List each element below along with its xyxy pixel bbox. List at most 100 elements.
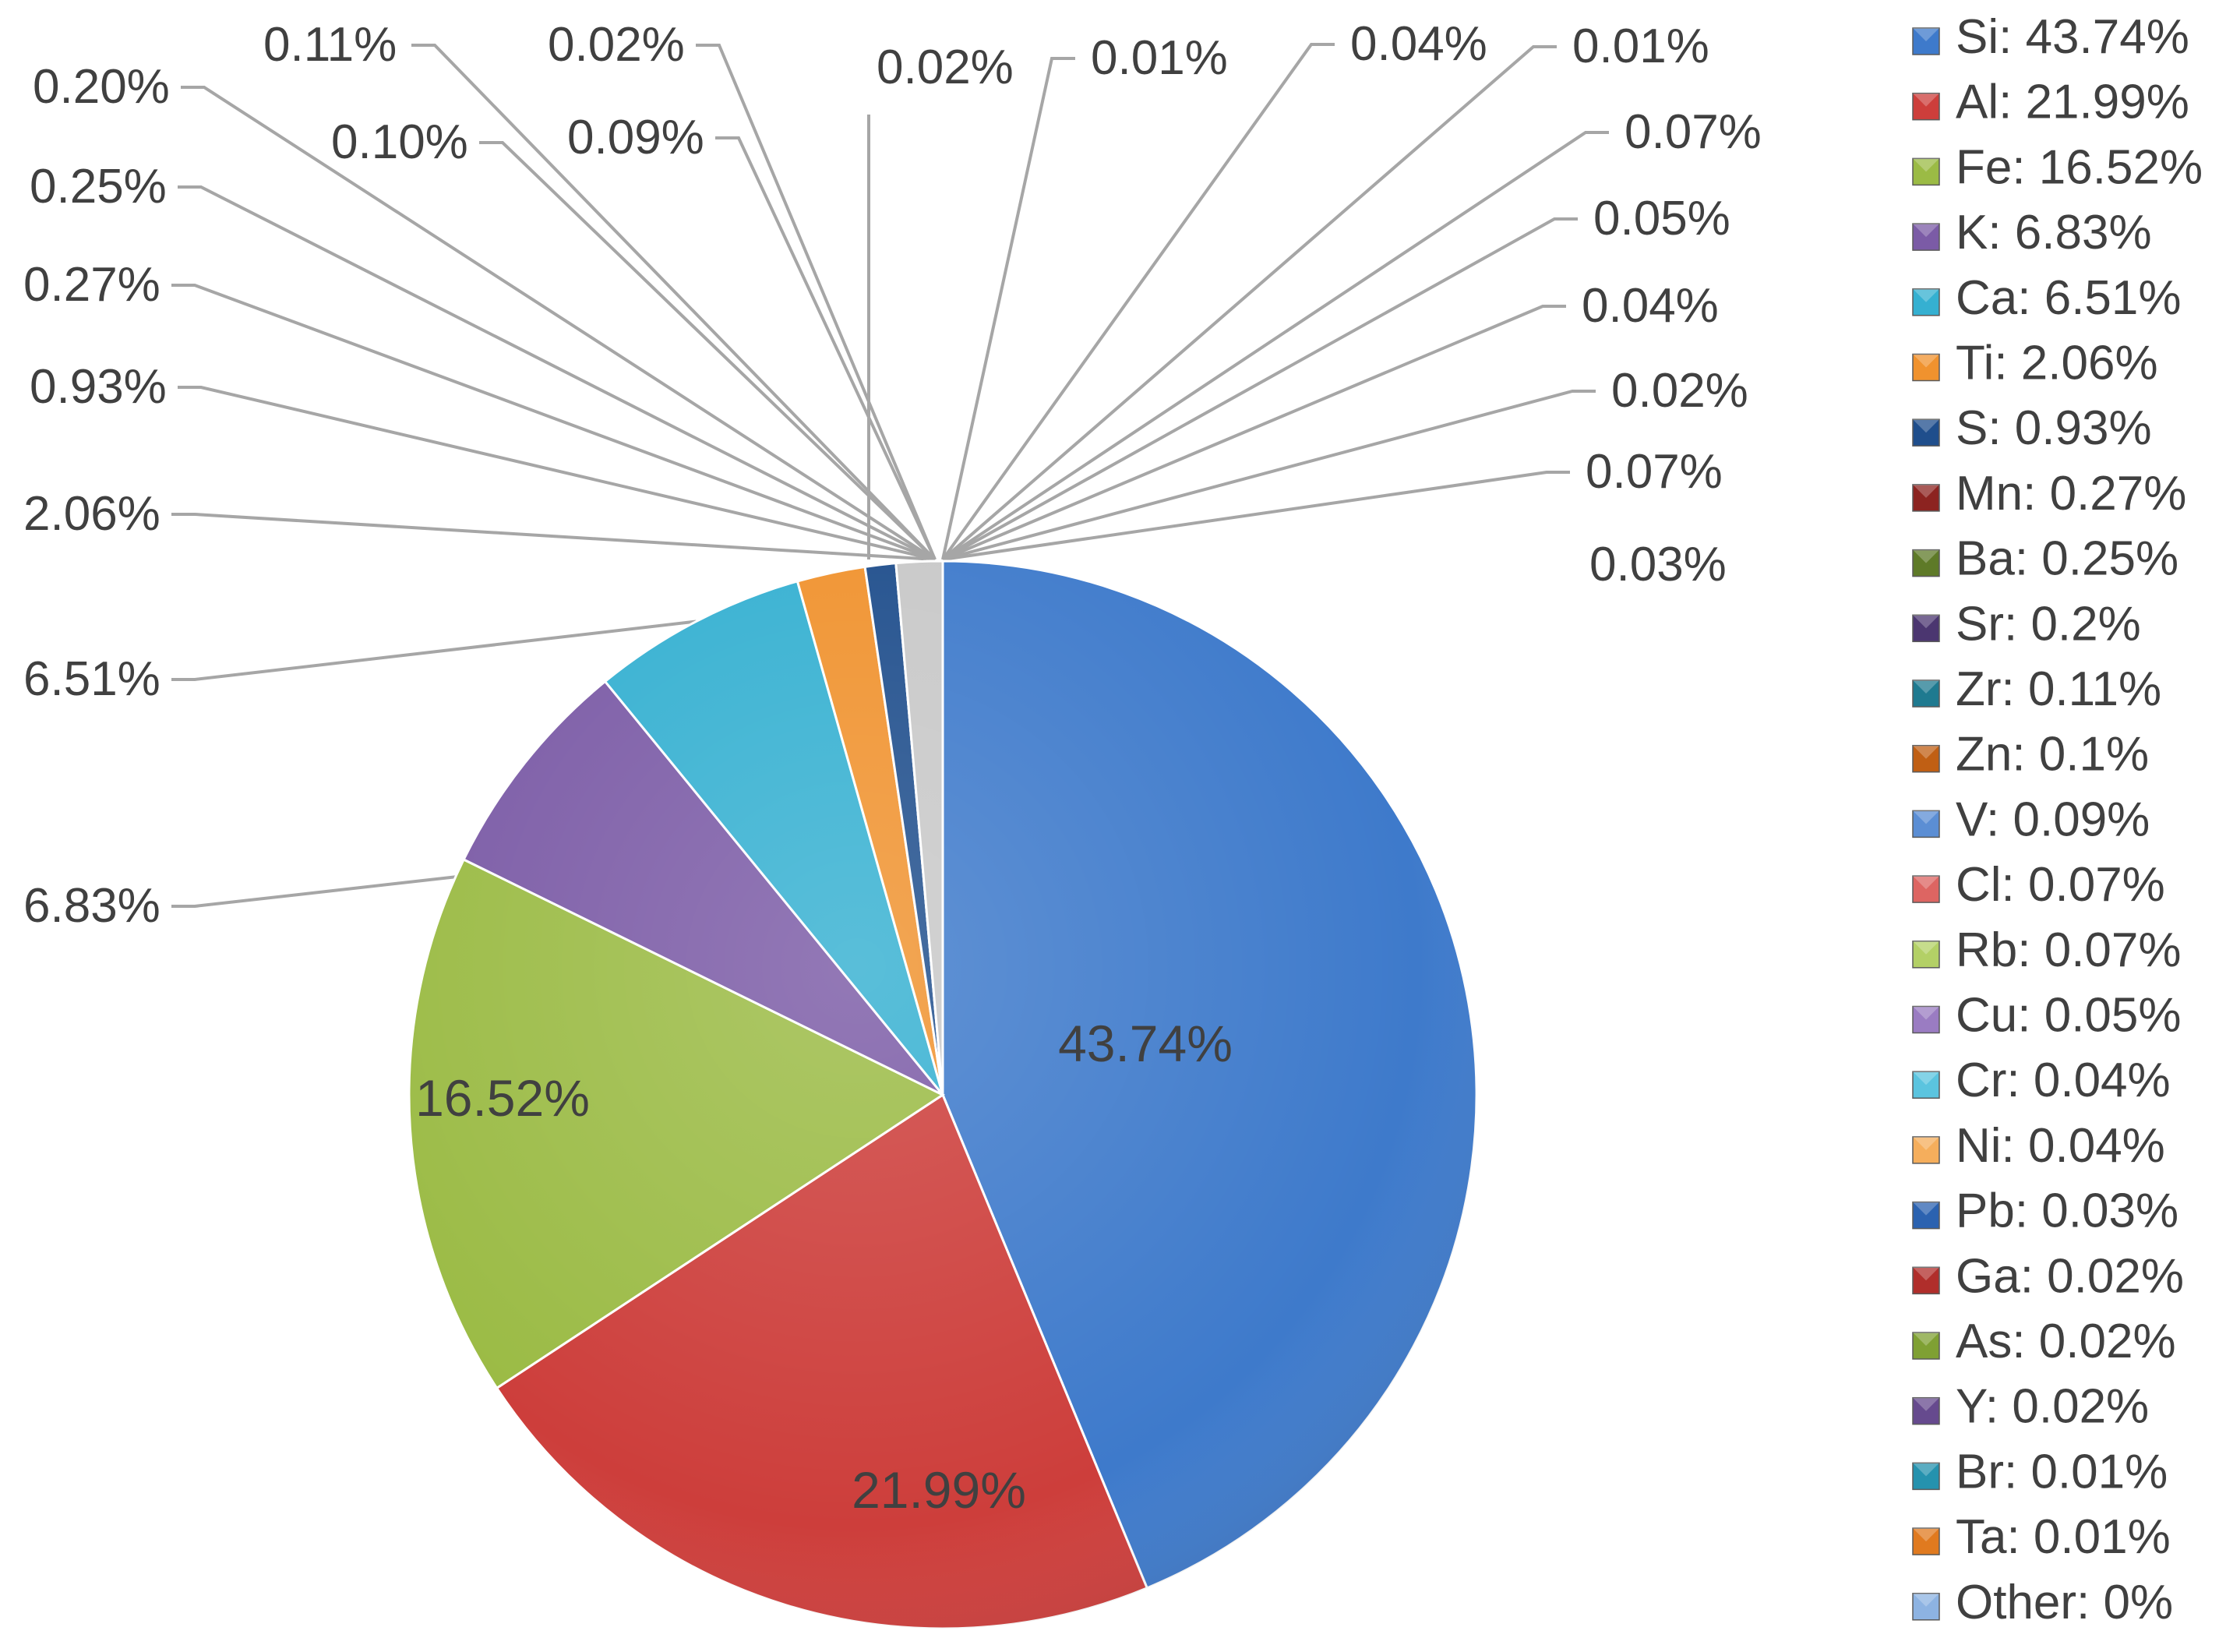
legend-entry-ga: Ga: 0.02% <box>1912 1249 2184 1303</box>
legend-entry-zr: Zr: 0.11% <box>1912 662 2161 716</box>
legend-swatch-br <box>1912 1462 1940 1491</box>
legend-label-ga: Ga: 0.02% <box>1956 1249 2184 1303</box>
legend-entry-ni: Ni: 0.04% <box>1912 1119 2165 1173</box>
leader-lines <box>171 43 1609 908</box>
leader-line-sr <box>181 86 937 561</box>
legend-entry-ta: Ta: 0.01% <box>1912 1510 2171 1564</box>
legend-label-s: S: 0.93% <box>1956 401 2152 455</box>
outer-label-v: 0.09% <box>567 111 704 164</box>
legend-entry-k: K: 6.83% <box>1912 206 2152 259</box>
legend-label-other: Other: 0% <box>1956 1576 2173 1629</box>
leader-line-right-cr <box>942 305 1566 561</box>
legend-label-cl: Cl: 0.07% <box>1956 858 2165 912</box>
legend-swatch-mn <box>1912 484 1940 512</box>
legend-label-y: Y: 0.02% <box>1956 1380 2149 1434</box>
legend-label-al: Al: 21.99% <box>1956 76 2189 129</box>
outer-label-right-pb: 0.03% <box>1589 538 1727 591</box>
leader-line-ti <box>171 513 936 561</box>
legend-swatch-rb <box>1912 941 1940 969</box>
outer-label-right-br: 0.01% <box>1572 19 1709 73</box>
legend-swatch-cl <box>1912 875 1940 903</box>
legend-entry-s: S: 0.93% <box>1912 401 2152 455</box>
legend-swatch-cr <box>1912 1071 1940 1099</box>
legend-entry-ca: Ca: 6.51% <box>1912 271 2182 325</box>
legend-entry-ba: Ba: 0.25% <box>1912 532 2178 586</box>
legend-swatch-si <box>1912 27 1940 55</box>
leader-line-right-rb <box>942 471 1570 561</box>
legend-swatch-ti <box>1912 353 1940 382</box>
legend-swatch-ta <box>1912 1527 1940 1555</box>
legend-label-sr: Sr: 0.2% <box>1956 597 2141 651</box>
outer-label-ba: 0.25% <box>30 160 167 214</box>
legend-swatch-zn <box>1912 744 1940 773</box>
leader-line-right-cu <box>942 217 1578 561</box>
legend-entry-br: Br: 0.01% <box>1912 1445 2168 1498</box>
leader-line-v <box>715 136 937 560</box>
legend-swatch-y <box>1912 1396 1940 1425</box>
leader-line-ba <box>178 185 936 561</box>
outer-label-mn: 0.27% <box>23 258 161 312</box>
legend-entry-rb: Rb: 0.07% <box>1912 923 2182 977</box>
leader-line-s <box>178 386 936 561</box>
legend-swatch-cu <box>1912 1005 1940 1034</box>
inner-data-labels: 43.74% 21.99% 16.52% <box>415 1015 1233 1519</box>
legend-label-mn: Mn: 0.27% <box>1956 467 2186 521</box>
legend-entry-as: As: 0.02% <box>1912 1315 2176 1368</box>
legend-swatch-ga <box>1912 1266 1940 1295</box>
legend-label-v: V: 0.09% <box>1956 792 2150 846</box>
outer-label-right-as: 0.02% <box>877 41 1014 94</box>
legend-label-cr: Cr: 0.04% <box>1956 1054 2171 1107</box>
legend-swatch-k <box>1912 223 1940 251</box>
outer-label-sr: 0.20% <box>33 60 170 114</box>
outer-label-ca: 6.51% <box>23 652 161 706</box>
inner-label-al: 21.99% <box>852 1461 1026 1519</box>
outer-label-zn: 0.10% <box>331 115 468 169</box>
leader-line-right-ta <box>942 390 1596 561</box>
outer-label-ti: 2.06% <box>23 487 161 541</box>
legend-swatch-s <box>1912 418 1940 447</box>
outer-label-zr: 0.11% <box>263 18 397 72</box>
leader-line-mn <box>171 284 936 561</box>
outer-label-s: 0.93% <box>30 360 167 414</box>
leader-line-right-cl <box>941 131 1609 561</box>
legend-label-k: K: 6.83% <box>1956 206 2152 259</box>
leader-line-zr <box>411 44 937 561</box>
legend-entry-sr: Sr: 0.2% <box>1912 597 2141 651</box>
legend-swatch-sr <box>1912 614 1940 643</box>
legend-label-zn: Zn: 0.1% <box>1956 728 2149 782</box>
leader-line-right-y <box>941 57 1075 560</box>
legend-label-rb: Rb: 0.07% <box>1956 923 2182 977</box>
outer-label-right-cu: 0.05% <box>1593 192 1730 245</box>
legend-entry-al: Al: 21.99% <box>1912 76 2189 129</box>
legend-label-ca: Ca: 6.51% <box>1956 271 2182 325</box>
outer-label-right-cl: 0.07% <box>1625 105 1762 159</box>
outer-label-right-ta: 0.02% <box>1611 364 1748 418</box>
legend-entry-ti: Ti: 2.06% <box>1912 337 2158 390</box>
legend-swatch-v <box>1912 810 1940 838</box>
legend-swatch-zr <box>1912 680 1940 708</box>
legend-label-zr: Zr: 0.11% <box>1956 662 2161 716</box>
legend-label-ba: Ba: 0.25% <box>1956 532 2178 586</box>
legend-label-fe: Fe: 16.52% <box>1956 140 2203 194</box>
legend-swatch-al <box>1912 92 1940 121</box>
legend-entry-cr: Cr: 0.04% <box>1912 1054 2171 1107</box>
legend-entry-fe: Fe: 16.52% <box>1912 140 2203 194</box>
inner-label-fe: 16.52% <box>415 1069 590 1127</box>
legend-label-ni: Ni: 0.04% <box>1956 1119 2165 1173</box>
legend: Si: 43.74% Al: 21.99% Fe: 16.52% K: 6.83% Ca… <box>1912 10 2203 1629</box>
legend-label-ta: Ta: 0.01% <box>1956 1510 2171 1564</box>
legend-label-cu: Cu: 0.05% <box>1956 989 2182 1043</box>
legend-label-ti: Ti: 2.06% <box>1956 337 2158 390</box>
legend-swatch-pb <box>1912 1201 1940 1230</box>
outer-label-k: 6.83% <box>23 879 161 933</box>
legend-swatch-fe <box>1912 157 1940 186</box>
legend-label-pb: Pb: 0.03% <box>1956 1184 2178 1238</box>
legend-entry-v: V: 0.09% <box>1912 792 2150 846</box>
inner-label-si: 43.74% <box>1058 1015 1233 1072</box>
legend-swatch-ba <box>1912 549 1940 577</box>
outer-label-right-ni: 0.04% <box>1350 17 1487 71</box>
leader-line-ga <box>696 44 937 560</box>
outer-label-right-cr: 0.04% <box>1582 279 1719 333</box>
legend-label-br: Br: 0.01% <box>1956 1445 2168 1498</box>
leader-line-right-ni <box>941 43 1335 561</box>
